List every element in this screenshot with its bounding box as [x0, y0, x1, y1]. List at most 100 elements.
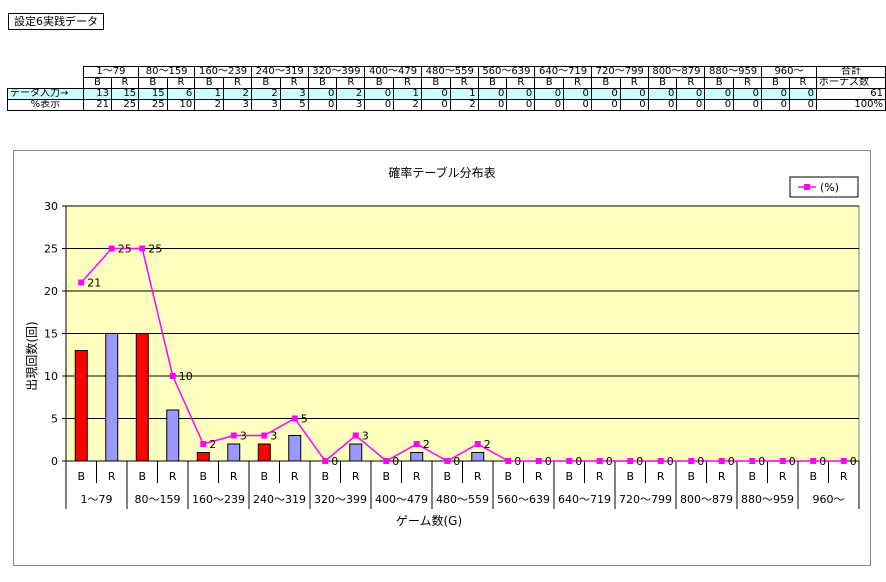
- range-header-cell: 560～639: [477, 66, 536, 78]
- x-group-label: 480～559: [436, 493, 489, 506]
- percent-marker: [230, 432, 237, 439]
- bar-r: [410, 452, 424, 462]
- percent-value-cell: 0: [704, 99, 735, 111]
- percent-data-label: 2: [484, 438, 491, 451]
- bar-r: [166, 409, 180, 462]
- data-table: 1～79 80～159 160～239 240～319 320～399 400～479 48…: [7, 66, 886, 111]
- input-row: データ入力→ 13 15 15 6 1 2 2 3 0 2 0 1 0 1 0 0 0 0 0 0 0 0 0 0 0 0 61: [7, 88, 886, 100]
- range-header-cell: 480～559: [420, 66, 479, 78]
- x-category-label: R: [291, 470, 299, 483]
- percent-data-label: 10: [179, 370, 193, 383]
- y-axis-title: 出現回数(回): [24, 321, 39, 390]
- input-value-cell: 0: [788, 88, 818, 100]
- percent-value-cell: 0: [619, 99, 649, 111]
- bar-r: [288, 435, 302, 462]
- sub-header-r: R: [110, 77, 140, 89]
- x-category-label: R: [352, 470, 360, 483]
- percent-data-label: 0: [667, 455, 674, 468]
- x-category-label: B: [748, 470, 756, 483]
- x-group-label: 80～159: [135, 493, 181, 506]
- range-header-cell: 240～319: [250, 66, 309, 78]
- percent-data-label: 2: [209, 438, 216, 451]
- percent-marker: [322, 458, 329, 464]
- range-header-cell: 80～159: [138, 66, 196, 78]
- percent-marker: [657, 458, 664, 464]
- percent-value-cell: 2: [393, 99, 422, 111]
- sub-header-b: B: [250, 77, 281, 89]
- input-value-cell: 15: [138, 88, 168, 100]
- x-category-label: R: [779, 470, 787, 483]
- percent-marker: [444, 458, 451, 464]
- x-category-label: B: [260, 470, 268, 483]
- input-value-cell: 0: [307, 88, 338, 100]
- input-value-cell: 0: [420, 88, 451, 100]
- range-header-cell: 720～799: [590, 66, 649, 78]
- x-category-label: R: [840, 470, 848, 483]
- percent-value-cell: 2: [449, 99, 479, 111]
- percent-data-label: 0: [697, 455, 704, 468]
- percent-value-cell: 25: [138, 99, 168, 111]
- input-total-cell: 61: [816, 88, 886, 100]
- sub-header-b: B: [534, 77, 565, 89]
- sub-header-r: R: [393, 77, 422, 89]
- x-category-label: R: [169, 470, 177, 483]
- input-value-cell: 0: [477, 88, 508, 100]
- percent-value-cell: 0: [647, 99, 678, 111]
- percent-value-cell: 0: [420, 99, 451, 111]
- range-header-cell: 800～879: [647, 66, 706, 78]
- x-group-label: 1～79: [81, 493, 113, 506]
- percent-marker: [139, 245, 146, 252]
- sub-header-r: R: [619, 77, 649, 89]
- x-group-label: 400～479: [375, 493, 428, 506]
- percent-marker: [474, 441, 481, 447]
- range-header-cell: 640～719: [534, 66, 592, 78]
- y-tick-label: 5: [51, 413, 58, 426]
- sub-header-r: R: [279, 77, 309, 89]
- percent-data-label: 0: [850, 455, 857, 468]
- legend-box: [789, 176, 859, 198]
- input-row-label: データ入力→: [7, 88, 84, 100]
- y-tick-label: 20: [44, 285, 58, 298]
- y-tick-label: 15: [44, 328, 58, 341]
- percent-value-cell: 0: [506, 99, 536, 111]
- percent-marker: [810, 458, 817, 464]
- x-category-label: B: [504, 470, 512, 483]
- sub-header-b: B: [364, 77, 395, 89]
- x-category-label: B: [626, 470, 634, 483]
- x-category-label: B: [321, 470, 329, 483]
- x-category-label: R: [230, 470, 238, 483]
- sub-header-r: R: [733, 77, 762, 89]
- range-header-cell: 880～959: [704, 66, 762, 78]
- sub-header-b: B: [760, 77, 790, 89]
- percent-marker: [535, 458, 542, 464]
- x-category-label: R: [474, 470, 482, 483]
- bar-r: [471, 452, 485, 462]
- input-value-cell: 0: [590, 88, 621, 100]
- input-value-cell: 2: [223, 88, 252, 100]
- sub-header-r: R: [788, 77, 818, 89]
- percent-marker: [200, 441, 207, 447]
- percent-marker: [749, 458, 756, 464]
- total-header-cell: 合計: [816, 66, 886, 78]
- input-value-cell: 1: [194, 88, 225, 100]
- percent-marker: [627, 458, 634, 464]
- percent-value-cell: 0: [676, 99, 706, 111]
- x-category-label: B: [443, 470, 451, 483]
- input-value-cell: 0: [534, 88, 565, 100]
- percent-value-cell: 0: [364, 99, 395, 111]
- input-value-cell: 0: [647, 88, 678, 100]
- percent-marker: [596, 458, 603, 464]
- percent-value-cell: 25: [110, 99, 140, 111]
- percent-value-cell: 0: [733, 99, 762, 111]
- sheet-title: 設定6実践データ: [8, 13, 104, 30]
- percent-data-label: 3: [362, 430, 369, 443]
- percent-data-label: 0: [636, 455, 643, 468]
- percent-value-cell: 0: [477, 99, 508, 111]
- legend: (%): [789, 176, 859, 198]
- input-value-cell: 2: [336, 88, 366, 100]
- bar-r: [227, 443, 241, 462]
- x-group-label: 320～399: [314, 493, 367, 506]
- percent-value-cell: 10: [166, 99, 196, 111]
- bar-b: [257, 443, 271, 462]
- x-category-label: R: [657, 470, 665, 483]
